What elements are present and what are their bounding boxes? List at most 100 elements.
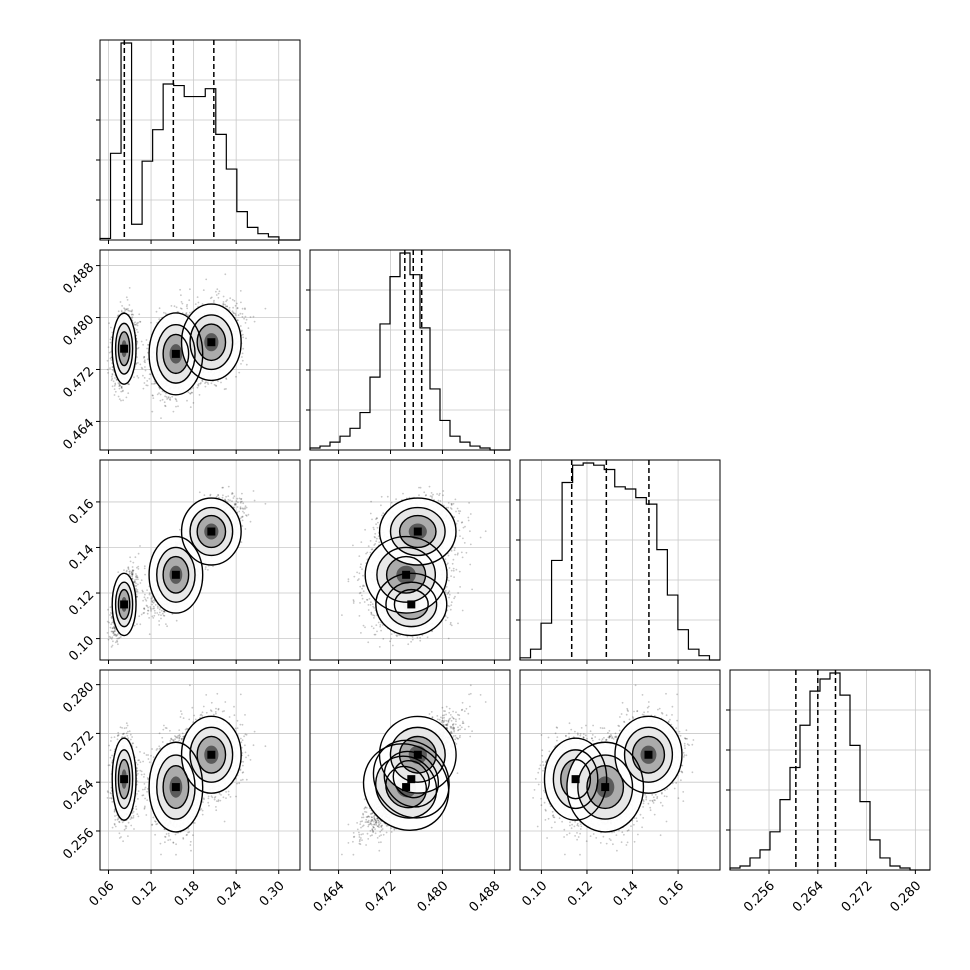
sample-point [217,292,220,295]
sample-point [231,310,234,313]
contour-line [180,303,242,382]
sample-point [226,305,229,308]
sample-point [131,313,134,316]
panel-frame [519,459,721,661]
sample-point [134,321,137,324]
sample-point [114,630,116,633]
sample-point [210,382,213,385]
sample-point [164,395,167,398]
sample-point [117,314,120,317]
density-peak [171,349,180,358]
sample-point [125,308,128,311]
sample-point [217,380,219,383]
sample-point [119,384,121,387]
sample-point [120,311,123,313]
sample-point [143,382,146,384]
sample-point [213,299,215,302]
sample-point [135,590,138,593]
sample-point [179,288,182,291]
sample-point [143,356,145,359]
sample-point [145,384,148,387]
sample-point [180,301,183,303]
sample-point [207,383,210,385]
sample-point [197,301,200,304]
sample-point [159,393,162,396]
sample-point [242,336,245,339]
sample-point [115,634,118,636]
sample-point [145,339,148,341]
sample-point [113,385,116,387]
sample-point [241,307,244,310]
sample-point [115,378,118,381]
hist-panel-1 [306,249,511,451]
sample-point [131,309,134,312]
sample-point [171,395,174,398]
sample-point [244,308,246,311]
sample-point [225,495,228,498]
sample-point [111,373,114,375]
sample-point [111,374,114,376]
sample-point [236,319,239,321]
sample-point [106,359,109,362]
sample-point [140,366,143,369]
sample-point [112,369,114,371]
sample-point [201,379,204,382]
sample-point [133,323,136,326]
sample-point [111,377,114,380]
sample-point [122,389,124,392]
sample-point [172,410,175,413]
sample-point [167,397,170,399]
sample-point [123,307,125,310]
sample-point [216,288,219,291]
sample-point [147,343,150,346]
contour-line [196,323,227,362]
sample-point [128,310,131,312]
sample-point [240,301,242,304]
sample-point [163,311,165,314]
sample-point [215,495,218,498]
sample-point [130,313,133,316]
sample-point [130,310,133,313]
sample-point [127,307,129,310]
contour-line [156,323,196,384]
sample-point [234,304,237,307]
sample-point [111,366,114,368]
sample-point [202,289,205,291]
sample-point [122,399,124,402]
sample-point [109,338,112,341]
sample-point [222,301,225,303]
sample-point [119,384,122,387]
sample-point [152,383,155,385]
sample-point [189,288,191,291]
sample-point [236,302,238,305]
sample-point [158,307,161,310]
sample-point [186,303,189,306]
sample-point [224,303,227,306]
sample-point [127,309,130,312]
hist-panel-3 [726,669,931,871]
sample-point [125,296,128,299]
sample-point [112,640,114,643]
sample-point [142,590,144,593]
sample-point [110,336,113,338]
sample-point [109,357,112,360]
sample-point [114,382,117,385]
sample-point [240,363,242,365]
sample-point [128,304,131,306]
sample-point [110,375,113,378]
sample-point [217,494,220,496]
sample-point [118,383,121,386]
sample-point [215,384,217,387]
sample-point [192,387,194,389]
sample-point [138,313,141,316]
sample-point [119,301,122,303]
sample-point [241,329,243,332]
sample-point [233,312,235,315]
sample-point [136,347,139,350]
sample-point [117,395,120,398]
sample-point [128,287,131,289]
histogram-step [729,672,930,871]
sample-point [152,394,154,397]
sample-point [158,387,161,390]
sample-point [139,321,142,323]
